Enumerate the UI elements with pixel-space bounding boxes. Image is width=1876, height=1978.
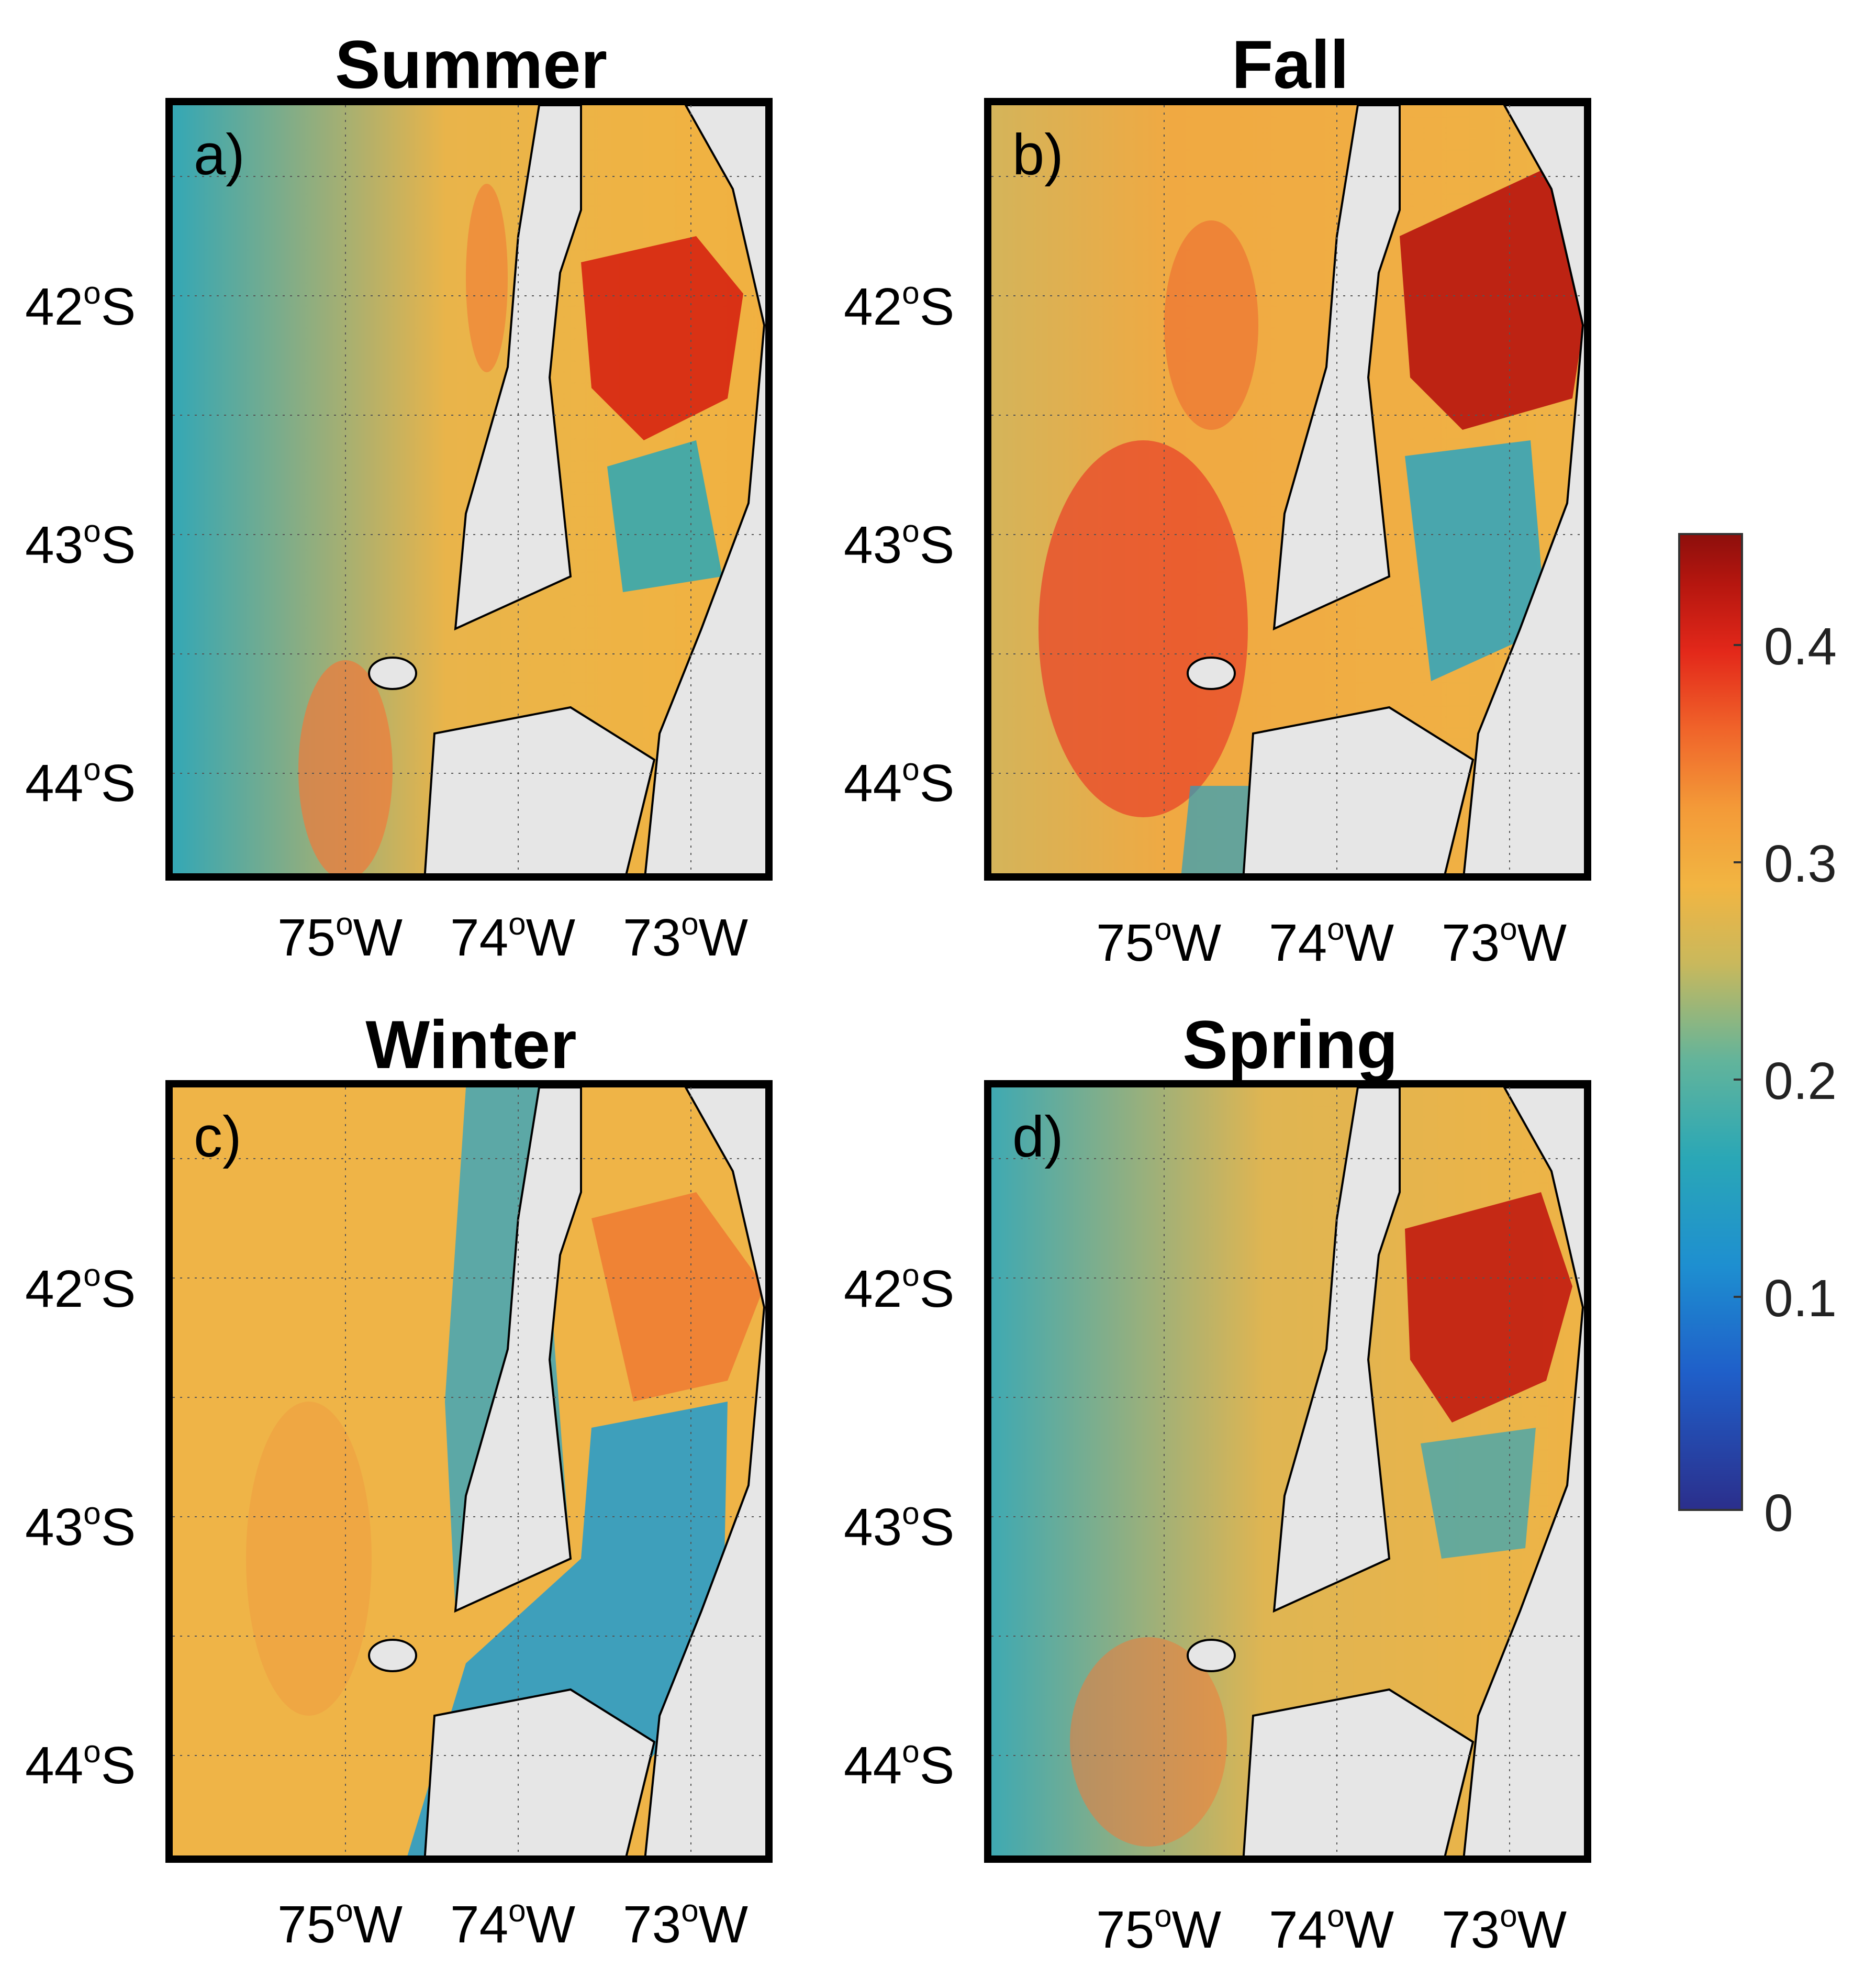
lon-label-74: 74oW — [1269, 912, 1394, 972]
panel-label: b) — [1012, 123, 1064, 187]
panel-label: c) — [194, 1105, 242, 1169]
colorbar-tick — [1734, 644, 1743, 646]
lat-label-44: 44oS — [844, 752, 955, 813]
panel-title: Spring — [1182, 1006, 1398, 1083]
map-raster — [173, 1087, 765, 1855]
lon-label-74: 74oW — [450, 906, 575, 967]
lon-label-73: 73oW — [623, 1893, 748, 1954]
lat-label-42: 42oS — [25, 1258, 136, 1318]
colorbar-tick — [1734, 1296, 1743, 1298]
lat-label-44: 44oS — [25, 752, 136, 813]
lat-label-42: 42oS — [25, 275, 136, 336]
map-raster — [991, 105, 1584, 873]
lat-label-44: 44oS — [844, 1734, 955, 1795]
lon-label-73: 73oW — [623, 906, 748, 967]
lat-label-43: 43oS — [844, 1496, 955, 1557]
lat-label-44: 44oS — [25, 1734, 136, 1795]
lon-label-74: 74oW — [1269, 1898, 1394, 1959]
colorbar-label-0: 0 — [1764, 1484, 1793, 1542]
lon-label-73: 73oW — [1442, 1898, 1567, 1959]
map-raster — [991, 1087, 1584, 1855]
map-fall[interactable]: b) — [984, 98, 1591, 881]
lat-label-43: 43oS — [25, 514, 136, 574]
panel-title: Fall — [1232, 26, 1349, 103]
panel-title: Winter — [365, 1006, 577, 1083]
lon-label-75: 75oW — [277, 906, 403, 967]
lon-label-74: 74oW — [450, 1893, 575, 1954]
map-summer[interactable]: a) — [165, 98, 773, 881]
colorbar-tick — [1734, 1079, 1743, 1081]
lat-label-43: 43oS — [844, 514, 955, 574]
colorbar-label-0.4: 0.4 — [1764, 617, 1837, 676]
lat-label-42: 42oS — [844, 1258, 955, 1318]
map-spring[interactable]: d) — [984, 1080, 1591, 1863]
map-raster — [173, 105, 765, 873]
lon-label-75: 75oW — [277, 1893, 403, 1954]
panel-title: Summer — [334, 26, 608, 103]
lat-label-43: 43oS — [25, 1496, 136, 1557]
colorbar-label-0.1: 0.1 — [1764, 1269, 1837, 1328]
map-winter[interactable]: c) — [165, 1080, 773, 1863]
lat-label-42: 42oS — [844, 275, 955, 336]
lon-label-73: 73oW — [1442, 912, 1567, 972]
panel-label: a) — [194, 123, 245, 187]
colorbar-tick — [1734, 861, 1743, 863]
panel-label: d) — [1012, 1105, 1064, 1169]
colorbar-label-0.3: 0.3 — [1764, 835, 1837, 893]
colorbar — [1678, 533, 1743, 1511]
colorbar-label-0.2: 0.2 — [1764, 1052, 1837, 1110]
lon-label-75: 75oW — [1096, 912, 1221, 972]
lon-label-75: 75oW — [1096, 1898, 1221, 1959]
